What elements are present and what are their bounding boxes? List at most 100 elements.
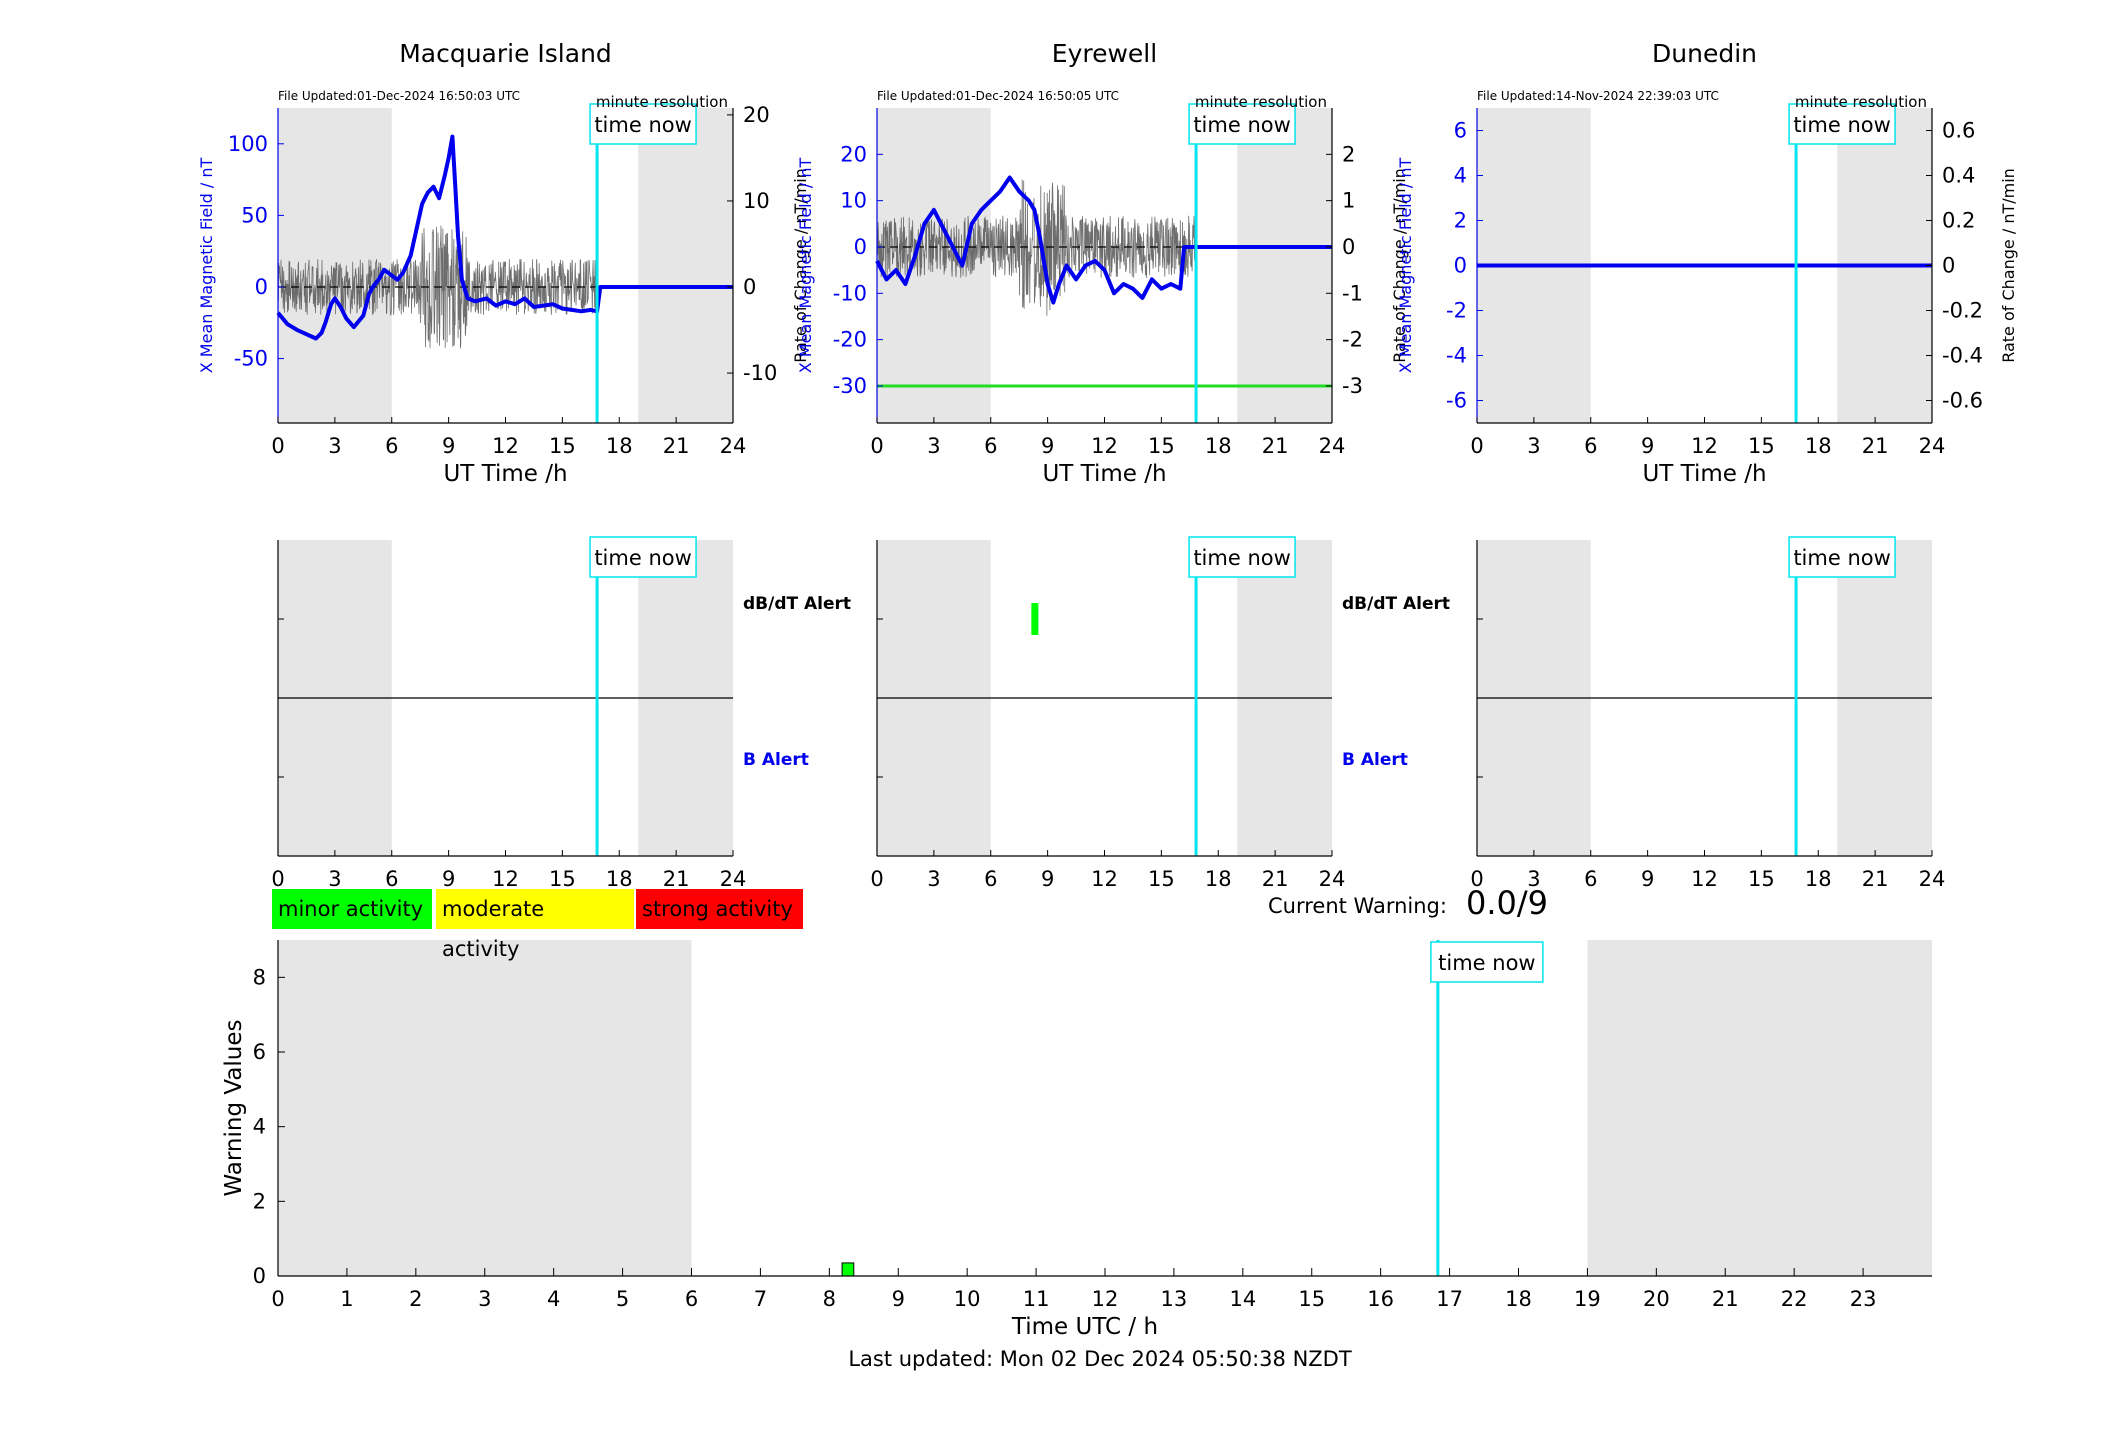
alert-panel-2: time now 0 3 6 9 12 15 18 21 24 dB/dT Alert B Alert: [870, 536, 1450, 891]
x-tick-label: 15: [1748, 867, 1775, 891]
x-tick-label: 10: [954, 1287, 981, 1311]
night-shading: [1587, 940, 1932, 1276]
y-tick-label: 20: [840, 142, 867, 166]
x-tick-label: 6: [685, 1287, 698, 1311]
y2-tick-label: -0.4: [1942, 344, 1983, 368]
dbdt-alert-mark: [1031, 603, 1039, 635]
x-axis-label: UT Time /h: [443, 461, 567, 487]
x-tick-label: 24: [1919, 867, 1946, 891]
x-tick-label: 1: [340, 1287, 353, 1311]
y2-tick-label: 0.4: [1942, 164, 1975, 188]
x-tick-label: 3: [927, 434, 940, 458]
y-tick-label: 4: [1454, 164, 1467, 188]
y-axis-label: X Mean Magnetic Field / nT: [1396, 158, 1415, 374]
y2-tick-label: -2: [1342, 328, 1363, 352]
y2-tick-label: 0: [1342, 235, 1355, 259]
night-shading: [1237, 108, 1332, 423]
time-now-label: time now: [1793, 546, 1890, 570]
current-warning-value: 0.0/9: [1466, 884, 1549, 922]
y-tick-label: 10: [840, 189, 867, 213]
x-tick-label: 12: [1091, 434, 1118, 458]
resolution-label: minute resolution: [1795, 93, 1927, 111]
x-tick-label: 21: [1712, 1287, 1739, 1311]
x-tick-label: 12: [1691, 867, 1718, 891]
y-tick-label: 8: [253, 965, 266, 989]
x-tick-label: 3: [1527, 867, 1540, 891]
y2-tick-label: 0.6: [1942, 119, 1975, 143]
resolution-label: minute resolution: [596, 93, 728, 111]
x-tick-label: 12: [1092, 1287, 1119, 1311]
x-tick-label: 18: [1505, 1287, 1532, 1311]
x-tick-label: 9: [442, 867, 455, 891]
x-tick-label: 21: [1262, 434, 1289, 458]
night-shading: [278, 108, 392, 423]
y2-tick-label: 20: [743, 103, 770, 127]
x-tick-label: 6: [984, 867, 997, 891]
x-tick-label: 6: [385, 867, 398, 891]
night-shading: [278, 940, 692, 1276]
time-now-box: [1188, 536, 1296, 578]
y-tick-label: 2: [1454, 209, 1467, 233]
x-tick-label: 6: [1584, 434, 1597, 458]
x-tick-label: 6: [984, 434, 997, 458]
legend-minor-activity: minor activity: [272, 889, 432, 929]
x-tick-label: 9: [1041, 867, 1054, 891]
y-tick-label: 6: [1454, 119, 1467, 143]
x-tick-label: 24: [720, 434, 747, 458]
x-tick-label: 23: [1850, 1287, 1877, 1311]
x-tick-label: 24: [1919, 434, 1946, 458]
x-tick-label: 18: [606, 867, 633, 891]
x-tick-label: 0: [271, 867, 284, 891]
b-alert-label: B Alert: [1342, 750, 1408, 770]
x-tick-label: 15: [549, 434, 576, 458]
dbdt-alert-label: dB/dT Alert: [743, 594, 851, 614]
x-tick-label: 21: [1862, 867, 1889, 891]
y-tick-label: 0: [255, 275, 268, 299]
y-tick-label: 4: [253, 1115, 266, 1139]
y-tick-label: 50: [241, 203, 268, 227]
y2-tick-label: 2: [1342, 142, 1355, 166]
x-tick-label: 18: [1805, 434, 1832, 458]
time-now-box: [1188, 103, 1296, 145]
y-axis-label: X Mean Magnetic Field / nT: [197, 158, 216, 374]
y2-tick-label: 0: [743, 275, 756, 299]
y-tick-label: -30: [833, 374, 867, 398]
time-now-label: time now: [1193, 546, 1290, 570]
y-tick-label: -20: [833, 328, 867, 352]
current-warning-label: Current Warning:: [1268, 894, 1447, 918]
y-tick-label: 0: [1454, 254, 1467, 278]
x-tick-label: 6: [1584, 867, 1597, 891]
x-tick-label: 15: [549, 867, 576, 891]
x-tick-label: 15: [1148, 434, 1175, 458]
x-axis-label: Time UTC / h: [1011, 1314, 1158, 1340]
dbdt-alert-label: dB/dT Alert: [1342, 594, 1450, 614]
station-title: Macquarie Island: [399, 39, 612, 68]
y-tick-label: 2: [253, 1189, 266, 1213]
file-updated: File Updated:14-Nov-2024 22:39:03 UTC: [1477, 89, 1719, 103]
y2-tick-label: 0.2: [1942, 209, 1975, 233]
x-axis-label: UT Time /h: [1642, 461, 1766, 487]
x-tick-label: 24: [720, 867, 747, 891]
x-tick-label: 0: [1470, 434, 1483, 458]
time-now-box: [1788, 536, 1896, 578]
x-tick-label: 18: [1205, 867, 1232, 891]
x-tick-label: 12: [1691, 434, 1718, 458]
y-tick-label: -50: [234, 347, 268, 371]
last-updated: Last updated: Mon 02 Dec 2024 05:50:38 N…: [848, 1347, 1352, 1371]
y-tick-label: 100: [228, 132, 268, 156]
x-tick-label: 9: [892, 1287, 905, 1311]
time-now-box: [1788, 103, 1896, 145]
magnetic-field-line: [875, 175, 1332, 305]
x-tick-label: 21: [1862, 434, 1889, 458]
x-tick-label: 12: [1091, 867, 1118, 891]
x-tick-label: 0: [1470, 867, 1483, 891]
night-shading: [638, 108, 733, 423]
warning-bar: [841, 1262, 855, 1277]
y2-tick-label: -0.2: [1942, 299, 1983, 323]
y-tick-label: 6: [253, 1040, 266, 1064]
y-tick-label: -10: [833, 281, 867, 305]
x-tick-label: 3: [328, 867, 341, 891]
time-now-label: time now: [1193, 113, 1290, 137]
